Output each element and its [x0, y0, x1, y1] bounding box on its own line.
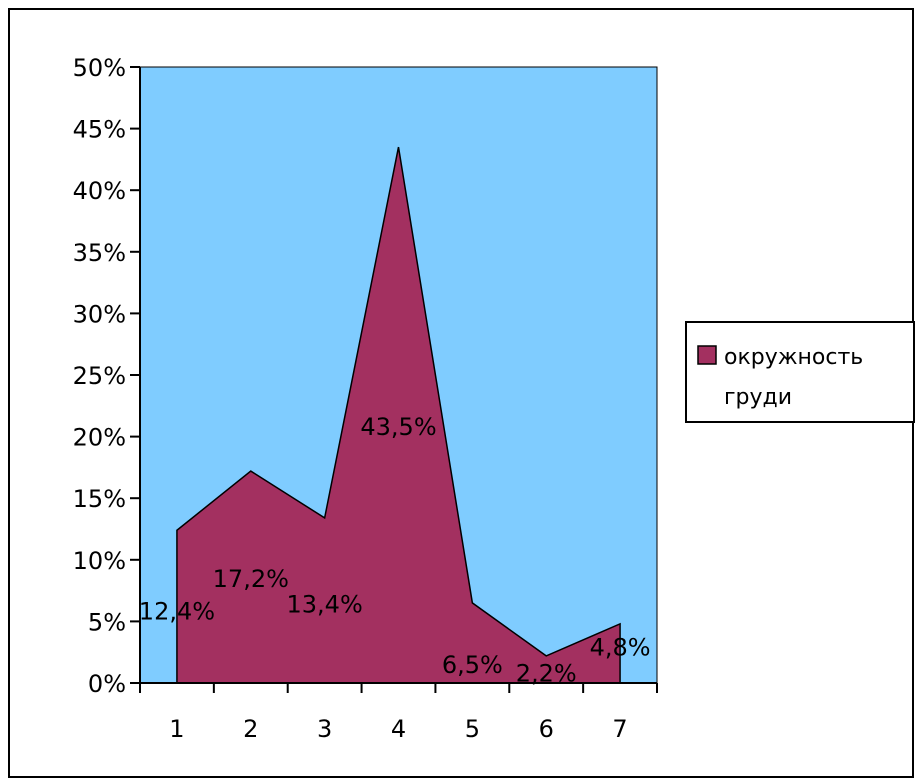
y-tick-label: 0%: [88, 670, 126, 698]
x-tick-label: 4: [391, 715, 406, 743]
data-label-3: 13,4%: [287, 590, 363, 618]
data-label-2: 17,2%: [213, 565, 289, 593]
y-tick-label: 20%: [73, 424, 126, 452]
y-tick-label: 35%: [73, 239, 126, 267]
y-tick-label: 10%: [73, 547, 126, 575]
legend: окружность груди: [685, 321, 915, 423]
y-tick-label: 15%: [73, 485, 126, 513]
series-area-okruzhnost-grudi: [176, 146, 621, 684]
x-tick-label: 2: [243, 715, 258, 743]
data-label-4: 43,5%: [360, 413, 436, 441]
y-axis-ticks: 0% 5% 10% 15% 20% 25% 30% 35% 40% 45% 50%: [73, 54, 140, 698]
x-tick-label: 7: [612, 715, 627, 743]
data-label-1: 12,4%: [139, 598, 215, 626]
legend-box: [685, 321, 915, 423]
x-tick-label: 5: [465, 715, 480, 743]
y-tick-label: 40%: [73, 177, 126, 205]
data-label-7: 4,8%: [590, 633, 651, 661]
legend-swatch: [697, 345, 717, 365]
legend-label-line-1: окружность: [724, 345, 863, 370]
data-label-5: 6,5%: [442, 651, 503, 679]
x-tick-label: 1: [169, 715, 184, 743]
y-tick-label: 30%: [73, 300, 126, 328]
y-tick-label: 45%: [73, 116, 126, 144]
y-tick-label: 25%: [73, 362, 126, 390]
y-tick-label: 5%: [88, 608, 126, 636]
y-tick-label: 50%: [73, 54, 126, 82]
legend-label-line-2: груди: [724, 385, 792, 410]
data-labels: 12,4%17,2%13,4%43,5%6,5% 2,2%4,8%: [139, 413, 651, 687]
x-tick-label: 6: [539, 715, 554, 743]
x-axis-ticks: 1 2 3 4 5 6 7: [139, 683, 658, 743]
x-tick-label: 3: [317, 715, 332, 743]
